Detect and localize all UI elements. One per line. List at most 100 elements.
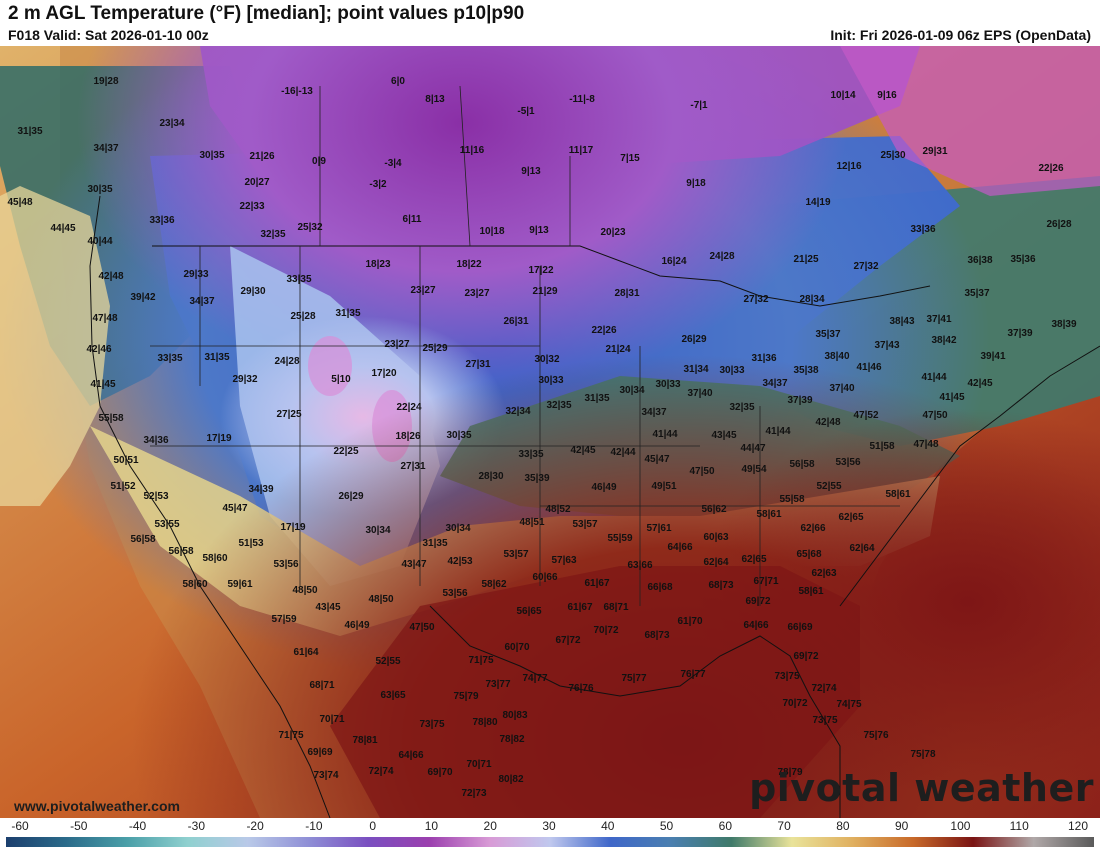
point-value: 53|56	[442, 588, 468, 599]
point-value: 9|13	[521, 166, 541, 177]
valid-time: F018 Valid: Sat 2026-01-10 00z	[8, 27, 209, 43]
point-value: 41|45	[939, 392, 965, 403]
point-value: -11|-8	[569, 94, 595, 105]
point-value: 55|58	[779, 494, 805, 505]
legend-tick-label: 80	[836, 819, 850, 833]
temperature-map[interactable]: 19|28 -16|-13 6|0 8|13 -5|1 -11|-8 -7|1 10|14 9|…	[0, 46, 1100, 818]
point-value: 6|0	[391, 76, 405, 87]
point-value: 44|47	[740, 443, 766, 454]
point-value: 43|45	[315, 602, 341, 613]
legend-tick-label: 50	[659, 819, 674, 833]
watermark-logo: pivotal weather	[749, 766, 1094, 810]
point-value: 29|31	[922, 146, 948, 157]
point-value: 51|52	[110, 481, 136, 492]
point-value: 69|69	[307, 747, 333, 758]
point-value: 37|39	[1007, 328, 1033, 339]
point-value: 31|35	[17, 126, 43, 137]
point-value: 27|32	[743, 294, 769, 305]
legend-tick-label: 10	[424, 819, 439, 833]
point-value: 66|68	[647, 582, 673, 593]
point-value: 33|36	[149, 215, 175, 226]
point-value: 80|83	[502, 710, 528, 721]
point-value: 49|54	[741, 464, 767, 475]
point-value: 67|71	[753, 576, 779, 587]
point-value: 62|64	[849, 543, 875, 554]
point-value: 30|33	[655, 379, 681, 390]
point-value: 5|10	[331, 374, 351, 385]
point-value: 30|35	[446, 430, 472, 441]
point-value: 28|34	[799, 294, 825, 305]
point-value: 58|61	[798, 586, 824, 597]
point-value: 53|56	[273, 559, 299, 570]
point-value: 31|35	[584, 393, 610, 404]
site-url: www.pivotalweather.com	[14, 798, 180, 814]
point-value: 25|28	[290, 311, 316, 322]
point-value: 43|47	[401, 559, 427, 570]
point-value: 78|81	[352, 735, 378, 746]
legend-tick-label: 100	[950, 819, 971, 833]
point-value: 38|42	[931, 335, 957, 346]
point-value: 42|48	[98, 271, 124, 282]
legend-tick-label: -10	[305, 819, 323, 833]
point-value: 19|28	[93, 76, 119, 87]
point-value: 32|35	[729, 402, 755, 413]
point-value: 23|27	[410, 285, 436, 296]
point-value: 0|9	[312, 156, 326, 167]
point-value: 73|74	[313, 770, 339, 781]
point-value: -3|4	[384, 158, 402, 169]
point-value: 10|18	[479, 226, 505, 237]
point-value: 53|56	[835, 457, 861, 468]
point-value: 34|37	[189, 296, 215, 307]
map-header: 2 m AGL Temperature (°F) [median]; point…	[0, 0, 1100, 46]
point-value: 22|33	[239, 201, 265, 212]
point-value: 37|43	[874, 340, 900, 351]
point-value: 76|77	[680, 669, 706, 680]
point-value: 42|46	[86, 344, 112, 355]
point-value: 28|31	[614, 288, 640, 299]
point-value: 67|72	[555, 635, 581, 646]
point-value: 42|44	[610, 447, 636, 458]
point-value: 33|35	[286, 274, 312, 285]
point-value: 56|58	[168, 546, 194, 557]
point-value: 78|80	[472, 717, 498, 728]
point-value: 31|35	[204, 352, 230, 363]
point-value: 56|65	[516, 606, 542, 617]
point-value: 29|32	[232, 374, 258, 385]
init-time: Init: Fri 2026-01-09 06z EPS (OpenData)	[830, 27, 1091, 43]
point-value: 26|31	[503, 316, 529, 327]
point-value: 70|72	[593, 625, 619, 636]
point-value: 70|71	[466, 759, 492, 770]
point-value: 64|66	[667, 542, 693, 553]
point-value: 62|65	[838, 512, 864, 523]
point-value: 31|35	[335, 308, 361, 319]
point-value: 62|65	[741, 554, 767, 565]
legend-tick-label: 30	[542, 819, 556, 833]
point-value: 34|37	[641, 407, 667, 418]
point-value: 17|19	[280, 522, 306, 533]
point-value: 58|61	[756, 509, 782, 520]
point-value: 64|66	[398, 750, 424, 761]
point-value: 47|50	[922, 410, 948, 421]
point-value: 41|44	[921, 372, 947, 383]
point-value: 18|23	[365, 259, 391, 270]
point-value: 34|37	[93, 143, 119, 154]
point-value: 9|13	[529, 225, 549, 236]
point-value: 65|68	[796, 549, 822, 560]
point-value: 57|63	[551, 555, 577, 566]
point-value: 75|79	[453, 691, 479, 702]
point-value: 27|32	[853, 261, 879, 272]
point-value: 33|36	[910, 224, 936, 235]
point-value: 62|63	[811, 568, 837, 579]
point-value: 22|26	[1038, 163, 1064, 174]
point-value: 61|67	[584, 578, 610, 589]
point-value: 42|45	[570, 445, 596, 456]
point-value: 57|61	[646, 523, 672, 534]
point-value: 74|75	[836, 699, 862, 710]
point-value: 37|40	[829, 383, 855, 394]
legend-tick-label: -20	[246, 819, 264, 833]
point-value: 35|38	[793, 365, 819, 376]
point-value: 42|53	[447, 556, 473, 567]
point-value: 58|60	[182, 579, 208, 590]
point-value: 41|44	[652, 429, 678, 440]
legend-tick-label: 120	[1067, 819, 1089, 833]
